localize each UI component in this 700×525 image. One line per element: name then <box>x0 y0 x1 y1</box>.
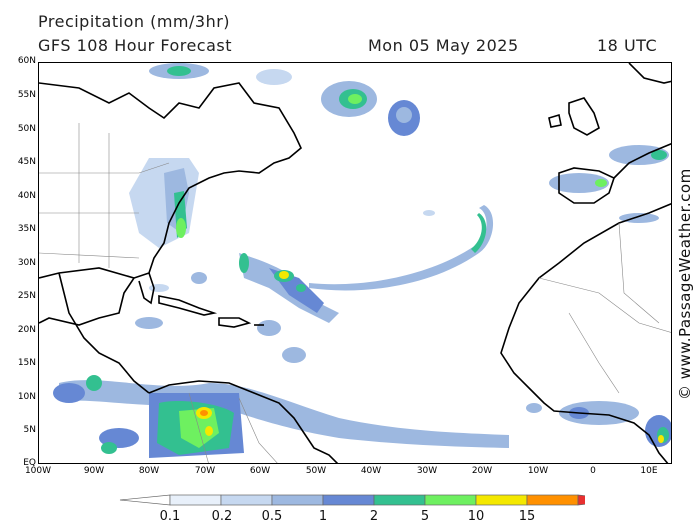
colorbar-segment <box>475 494 528 506</box>
lon-label: 10W <box>527 466 549 476</box>
country-borders <box>39 123 671 463</box>
colorbar-segment <box>271 494 324 506</box>
title-line-1: Precipitation (mm/3hr) <box>38 12 231 31</box>
lon-label: 30W <box>416 466 438 476</box>
forecast-time: 18 UTC <box>597 36 658 55</box>
lat-label: 15N <box>17 358 36 368</box>
lat-label: 60N <box>17 56 36 66</box>
colorbar-label: 15 <box>518 509 536 524</box>
colorbar-label: 0.2 <box>211 509 233 524</box>
colorbar-max-arrow <box>577 494 585 506</box>
lon-label: 20W <box>471 466 493 476</box>
lon-label: 80W <box>138 466 160 476</box>
lon-label: 70W <box>194 466 216 476</box>
lat-label: EQ <box>23 458 36 468</box>
lat-label: 25N <box>17 291 36 301</box>
colorbar-segment <box>526 494 579 506</box>
colorbar-segment <box>424 494 477 506</box>
lat-label: 20N <box>17 325 36 335</box>
colorbar-segment <box>169 494 222 506</box>
lat-label: 40N <box>17 191 36 201</box>
lon-label: 100W <box>24 466 52 476</box>
lon-label: 10E <box>640 466 658 476</box>
lon-label: 50W <box>305 466 327 476</box>
precipitation-colorbar <box>119 494 585 506</box>
lat-label: 50N <box>17 124 36 134</box>
lon-label: 0 <box>590 466 596 476</box>
lat-label: 5N <box>23 425 36 435</box>
colorbar-label: 2 <box>369 509 379 524</box>
lat-label: 45N <box>17 157 36 167</box>
watermark: © www.PassageWeather.com <box>676 168 694 400</box>
lon-label: 90W <box>83 466 105 476</box>
colorbar-label: 1 <box>318 509 328 524</box>
colorbar-segment <box>322 494 375 506</box>
lat-label: 10N <box>17 392 36 402</box>
lon-label: 60W <box>249 466 271 476</box>
lat-label: 35N <box>17 224 36 234</box>
colorbar-label: 5 <box>420 509 430 524</box>
coastlines <box>39 63 671 463</box>
lat-label: 30N <box>17 258 36 268</box>
lon-label: 40W <box>360 466 382 476</box>
colorbar-segment <box>373 494 426 506</box>
colorbar-min-arrow <box>119 494 171 506</box>
precipitation-layer <box>53 63 671 458</box>
forecast-date: Mon 05 May 2025 <box>368 36 519 55</box>
lat-label: 55N <box>17 90 36 100</box>
map-canvas <box>39 63 671 463</box>
colorbar-label: 10 <box>467 509 485 524</box>
precipitation-map[interactable] <box>38 62 672 464</box>
model-forecast-label: GFS 108 Hour Forecast <box>38 36 233 55</box>
colorbar-segment <box>220 494 273 506</box>
colorbar-label: 0.1 <box>159 509 181 524</box>
colorbar-label: 0.5 <box>261 509 283 524</box>
